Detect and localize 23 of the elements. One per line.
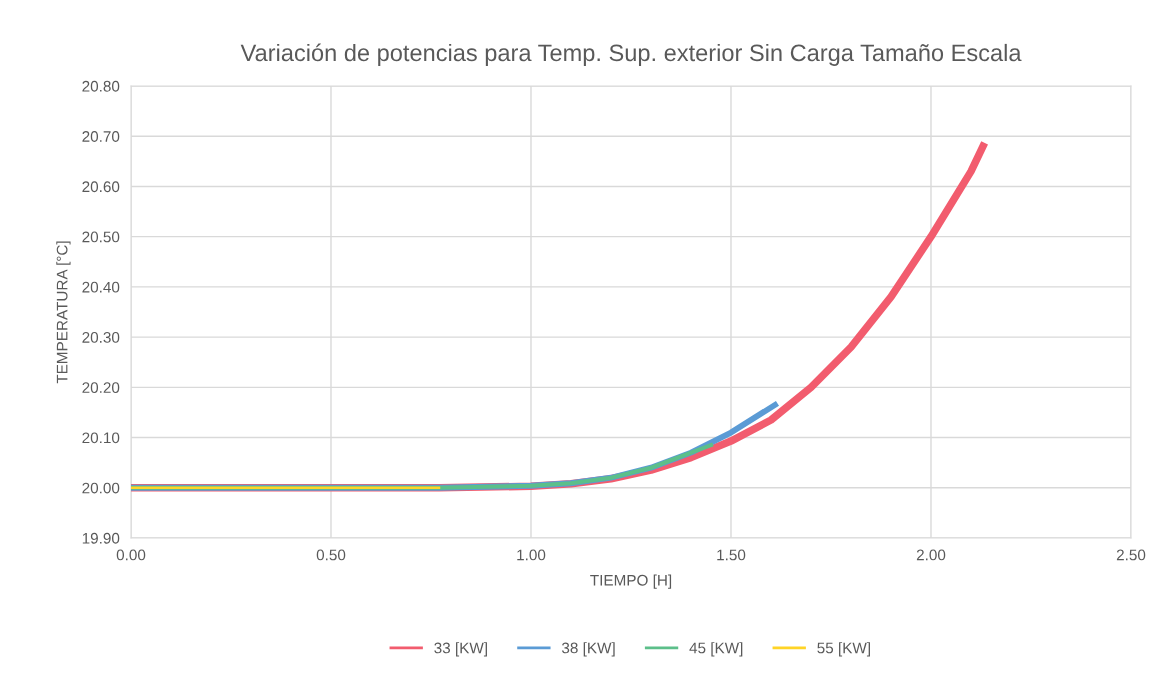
x-tick-label: 0.00 <box>116 549 146 561</box>
x-axis-title: TIEMPO [H] <box>590 574 672 589</box>
y-tick-label: 20.60 <box>82 181 120 193</box>
y-tick-label: 20.00 <box>82 482 120 494</box>
y-tick-label: 19.90 <box>82 532 120 544</box>
legend-label: 45 [KW] <box>689 642 743 657</box>
y-tick-label: 20.30 <box>82 331 120 343</box>
x-tick-label: 1.00 <box>517 549 546 561</box>
y-tick-label: 20.40 <box>82 281 120 293</box>
x-tick-label: 0.50 <box>316 549 346 561</box>
x-tick-label: 2.50 <box>1116 549 1146 561</box>
x-tick-label: 2.00 <box>916 549 946 561</box>
legend-label: 38 [KW] <box>561 642 615 657</box>
x-tick-label: 1.50 <box>717 549 746 561</box>
y-tick-label: 20.10 <box>82 432 120 444</box>
y-axis-title: TEMPERATURA [°C] <box>56 241 71 384</box>
legend-label: 33 [KW] <box>434 642 487 657</box>
y-tick-label: 20.50 <box>82 231 120 243</box>
y-tick-label: 20.70 <box>82 131 120 142</box>
legend-label: 55 [KW] <box>817 642 870 657</box>
y-tick-label: 20.20 <box>82 382 120 394</box>
y-tick-label: 20.80 <box>82 80 120 92</box>
chart-title: Variación de potencias para Temp. Sup. exterior Sin Carga Tamaño Escala <box>240 43 1022 66</box>
